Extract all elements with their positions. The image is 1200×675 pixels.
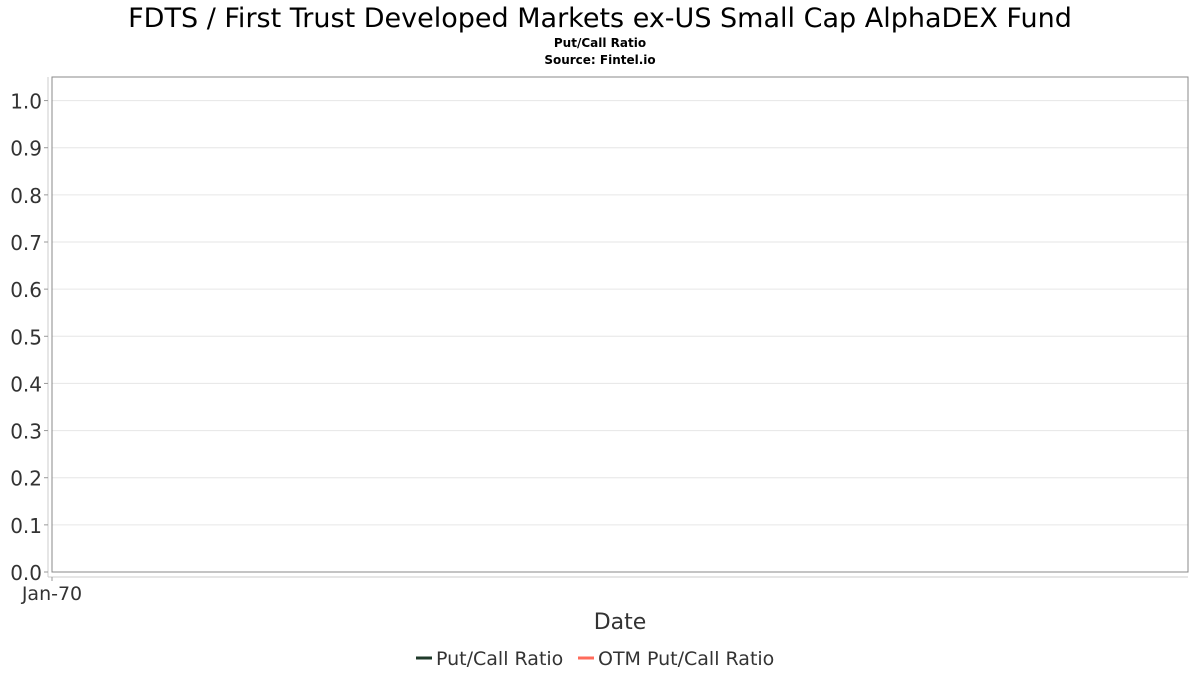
y-tick-label: 0.6	[10, 278, 42, 302]
chart-title: FDTS / First Trust Developed Markets ex-…	[128, 3, 1072, 34]
y-tick-label: 0.3	[10, 420, 42, 444]
grid-lines	[52, 100, 1188, 526]
y-tick-label: 0.7	[10, 231, 42, 255]
y-tick-label: 0.5	[10, 325, 42, 349]
x-tick-label: Jan-70	[21, 583, 82, 605]
y-axis-ticks: 0.0 0.1 0.2 0.3 0.4 0.5 0.6 0.7 0.8 0.9 1.0	[10, 90, 48, 585]
legend: Put/Call Ratio OTM Put/Call Ratio	[416, 648, 774, 670]
chart-subtitle: Put/Call Ratio	[554, 36, 646, 50]
legend-label: Put/Call Ratio	[436, 648, 563, 670]
y-tick-label: 0.8	[10, 184, 42, 208]
y-tick-label: 1.0	[10, 90, 42, 114]
y-tick-label: 0.0	[10, 561, 42, 585]
axes	[47, 76, 1189, 578]
legend-label: OTM Put/Call Ratio	[598, 648, 774, 670]
x-axis-label: Date	[594, 610, 647, 635]
plot-frame	[51, 76, 1189, 573]
chart-source: Source: Fintel.io	[544, 53, 655, 67]
x-axis-ticks: Jan-70	[21, 577, 82, 605]
y-tick-label: 0.9	[10, 137, 42, 161]
y-tick-label: 0.1	[10, 514, 42, 538]
y-tick-label: 0.2	[10, 467, 42, 491]
y-tick-label: 0.4	[10, 372, 42, 396]
